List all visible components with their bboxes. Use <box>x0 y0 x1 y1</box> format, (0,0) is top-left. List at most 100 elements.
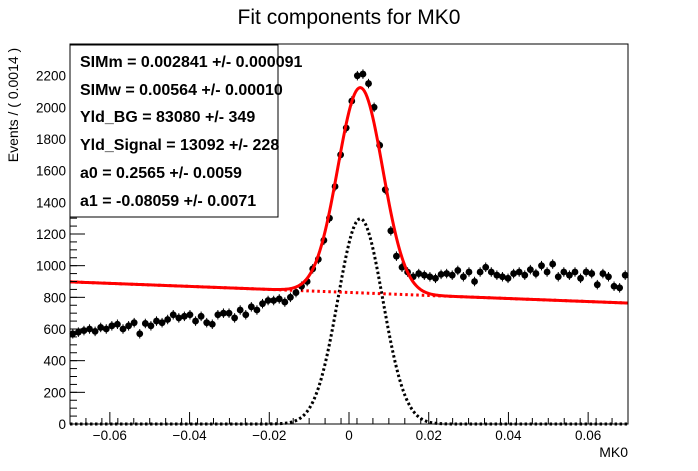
data-marker <box>141 320 149 327</box>
x-tick-label: 0.04 <box>495 428 522 443</box>
y-axis-label: Events / ( 0.0014 ) <box>5 48 21 162</box>
stats-box-border <box>69 44 279 218</box>
data-point <box>543 267 551 277</box>
y-tick-label: 2200 <box>36 69 66 84</box>
data-marker <box>448 271 456 279</box>
data-point <box>102 324 110 334</box>
data-point <box>566 270 573 280</box>
data-point <box>292 287 300 298</box>
data-point <box>169 310 177 320</box>
data-point <box>476 267 484 277</box>
stats-line-a0: a0 = 0.2565 +/- 0.0059 <box>80 165 242 182</box>
data-marker <box>86 325 93 333</box>
data-marker <box>554 273 562 281</box>
data-marker <box>593 281 601 289</box>
data-marker <box>621 271 629 279</box>
data-marker <box>471 278 478 285</box>
data-marker <box>482 263 490 271</box>
data-marker <box>616 284 624 292</box>
data-point <box>242 310 250 320</box>
data-point <box>420 270 428 280</box>
data-point <box>482 262 490 272</box>
chart-title: Fit components for MK0 <box>238 6 461 29</box>
stats-box: SIMm = 0.002841 +/- 0.000091 SIMw = 0.00… <box>69 44 302 218</box>
y-tick-label: 1800 <box>36 132 66 147</box>
data-point <box>153 316 160 326</box>
data-marker <box>432 274 439 282</box>
data-point <box>437 269 445 280</box>
data-point <box>186 310 194 320</box>
data-marker <box>370 103 378 111</box>
data-marker <box>220 309 227 317</box>
data-point <box>599 268 607 279</box>
data-point <box>465 267 473 277</box>
data-point <box>370 102 378 113</box>
data-point <box>493 270 501 280</box>
data-point <box>616 283 624 293</box>
data-point <box>432 273 439 284</box>
data-point <box>443 268 451 279</box>
data-point <box>214 310 222 320</box>
data-marker <box>180 312 188 320</box>
data-point <box>549 259 557 269</box>
data-marker <box>487 268 495 276</box>
data-point <box>610 281 618 291</box>
data-point <box>125 321 132 331</box>
data-marker <box>543 268 551 276</box>
data-point <box>259 298 266 309</box>
data-marker <box>359 70 367 78</box>
y-tick-label: 200 <box>43 385 66 400</box>
data-point <box>175 313 183 323</box>
data-point <box>588 268 596 279</box>
data-point <box>264 295 272 306</box>
data-point <box>571 267 579 277</box>
data-marker <box>253 306 261 314</box>
y-tick-label: 1200 <box>36 227 66 242</box>
data-point <box>393 251 400 261</box>
data-point <box>387 226 395 236</box>
data-marker <box>208 320 216 328</box>
data-marker <box>443 270 451 277</box>
data-marker <box>236 306 244 314</box>
data-point <box>192 316 199 326</box>
data-marker <box>147 322 155 330</box>
x-tick-label: 0.02 <box>416 428 442 443</box>
data-marker <box>74 328 82 336</box>
data-point <box>526 264 534 275</box>
data-marker <box>130 319 138 327</box>
data-marker <box>119 325 127 333</box>
data-point <box>203 317 211 328</box>
data-marker <box>476 268 484 276</box>
data-point <box>119 324 127 334</box>
data-marker <box>493 271 501 279</box>
data-point <box>515 267 523 277</box>
data-point <box>253 305 261 315</box>
data-point <box>86 324 93 334</box>
data-marker <box>247 303 255 311</box>
data-marker <box>510 270 518 277</box>
y-tick-label: 1600 <box>36 164 66 179</box>
data-marker <box>225 309 233 317</box>
data-point <box>560 267 568 277</box>
data-marker <box>387 227 395 235</box>
data-marker <box>610 282 618 290</box>
data-point <box>287 292 294 303</box>
stats-line-a1: a1 = -0.08059 +/- 0.0071 <box>80 193 256 210</box>
data-marker <box>437 270 445 278</box>
data-point <box>359 69 367 79</box>
data-marker <box>415 270 423 277</box>
data-marker <box>465 268 473 276</box>
data-marker <box>164 316 172 323</box>
data-point <box>197 311 205 322</box>
x-tick-label: 0.06 <box>575 428 601 443</box>
stats-line-yld-bg: Yld_BG = 83080 +/- 349 <box>80 109 255 126</box>
data-point <box>621 270 629 280</box>
data-marker <box>571 268 579 276</box>
data-marker <box>275 295 283 303</box>
axis-ticks: −0.06 −0.04 −0.02 0 0.02 0.04 0.06 0 200 400 600 80… <box>36 43 629 443</box>
y-tick-label: 0 <box>58 417 66 432</box>
data-point <box>281 297 289 307</box>
y-tick-label: 800 <box>43 290 66 305</box>
x-tick-label: −0.02 <box>252 428 286 443</box>
